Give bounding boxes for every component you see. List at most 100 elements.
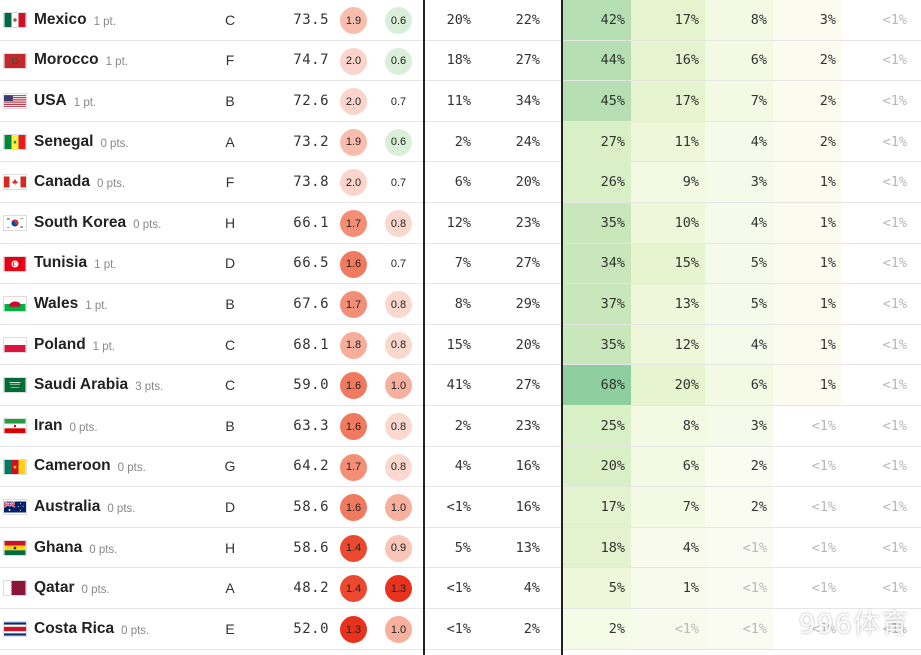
probability-c5: 6%	[750, 52, 767, 69]
team-name[interactable]: Iran 0 pts.	[34, 406, 98, 446]
cell-shade	[773, 446, 842, 487]
offense-rating: 1.9	[340, 7, 367, 34]
cell-shade	[773, 203, 842, 243]
cell-shade	[631, 324, 705, 365]
spi-rating: 73.8	[293, 174, 329, 191]
probability-c2: 24%	[515, 133, 540, 150]
team-name[interactable]: Senegal 0 pts.	[34, 122, 129, 162]
defense-rating: 0.6	[385, 7, 412, 34]
spi-rating: 58.6	[293, 539, 329, 556]
offense-rating: 1.6	[340, 250, 367, 278]
probability-c4: 11%	[674, 133, 699, 150]
defense-rating: 0.8	[385, 210, 412, 237]
team-name[interactable]: Ghana 0 pts.	[34, 528, 117, 568]
cell-shade	[631, 243, 705, 284]
defense-rating: 0.7	[385, 88, 412, 116]
cell-shade	[563, 284, 631, 324]
probability-c7: <1%	[882, 580, 907, 597]
morocco-flag-icon	[3, 52, 27, 69]
cell-shade	[705, 162, 773, 202]
table-row: Iran 0 pts. B 63.3 1.6 0.8 2% 23% 25% 8% 3% <1% <1%	[0, 406, 921, 447]
probability-c6: <1%	[811, 417, 836, 434]
team-name[interactable]: Morocco 1 pt.	[34, 41, 128, 81]
team-label: South Korea	[34, 213, 127, 231]
probability-c6: <1%	[811, 458, 836, 475]
saudi-flag-icon	[3, 377, 27, 394]
cell-shade	[563, 121, 631, 162]
cell-shade	[773, 527, 842, 568]
probability-c5: <1%	[742, 580, 767, 597]
cell-shade	[631, 203, 705, 243]
team-name[interactable]: Saudi Arabia 3 pts.	[34, 365, 163, 405]
defense-rating: 0.7	[385, 250, 412, 278]
probability-c5: 7%	[750, 92, 767, 109]
spi-rating: 73.5	[293, 11, 329, 28]
cell-shade	[563, 446, 631, 487]
cell-shade	[563, 487, 631, 527]
probability-c2: 27%	[515, 52, 540, 69]
probability-c4: 17%	[674, 92, 699, 109]
team-points: 1 pt.	[85, 299, 108, 312]
probability-c3: 44%	[600, 52, 625, 69]
probability-c7: <1%	[882, 417, 907, 434]
group-letter: C	[224, 336, 236, 353]
probability-c4: 1%	[682, 580, 699, 597]
probability-c4: 12%	[674, 336, 699, 353]
team-name[interactable]: USA 1 pt.	[34, 81, 96, 121]
poland-flag-icon	[3, 336, 27, 353]
defense-rating: 1.0	[385, 616, 412, 643]
probability-c6: 1%	[819, 174, 836, 191]
probability-c6: 1%	[819, 255, 836, 272]
team-name[interactable]: South Korea 0 pts.	[34, 203, 161, 243]
team-label: Poland	[34, 335, 86, 353]
probability-c6: 2%	[819, 52, 836, 69]
cell-shade	[631, 0, 705, 40]
probability-c3: 27%	[600, 133, 625, 150]
table-row: Ghana 0 pts. H 58.6 1.4 0.9 5% 13% 18% 4% <1% <1% <1…	[0, 527, 921, 569]
probability-c2: 4%	[523, 580, 540, 597]
group-letter: G	[224, 458, 236, 475]
team-name[interactable]: Qatar 0 pts.	[34, 568, 110, 608]
team-label: Qatar	[34, 579, 75, 597]
defense-rating: 0.7	[385, 169, 412, 197]
costarica-flag-icon	[3, 621, 27, 637]
canada-flag-icon	[3, 174, 27, 191]
team-name[interactable]: Poland 1 pt.	[34, 325, 115, 365]
team-name[interactable]: Costa Rica 0 pts.	[34, 609, 149, 649]
group-letter: C	[224, 11, 236, 28]
probability-c4: 13%	[674, 295, 699, 312]
probability-c1: 6%	[454, 174, 471, 191]
probability-c1: <1%	[446, 498, 471, 515]
probability-c7: <1%	[882, 92, 907, 109]
spi-rating: 72.6	[293, 92, 329, 109]
spi-rating: 67.6	[293, 295, 329, 312]
probability-c1: 15%	[446, 336, 471, 353]
group-letter: A	[225, 133, 235, 150]
offense-rating: 2.0	[340, 47, 367, 75]
probability-c4: <1%	[674, 620, 699, 637]
team-name[interactable]: Mexico 1 pt.	[34, 0, 116, 40]
cell-shade	[631, 162, 705, 202]
ghana-flag-icon	[3, 539, 27, 556]
probability-c3: 35%	[600, 336, 625, 353]
defense-rating: 0.8	[385, 413, 412, 440]
defense-rating: 0.8	[385, 331, 412, 359]
team-name[interactable]: Tunisia 1 pt.	[34, 244, 117, 284]
probability-c4: 16%	[674, 52, 699, 69]
probability-c7: <1%	[882, 539, 907, 556]
cell-shade	[631, 121, 705, 162]
probability-c4: 4%	[682, 539, 699, 556]
probability-c6: 1%	[819, 336, 836, 353]
probability-c2: 13%	[515, 539, 540, 556]
probability-c5: 4%	[750, 336, 767, 353]
team-name[interactable]: Cameroon 0 pts.	[34, 447, 146, 487]
iran-flag-icon	[3, 418, 27, 434]
cell-shade	[773, 243, 842, 284]
team-name[interactable]: Australia 0 pts.	[34, 487, 135, 527]
probability-c7: <1%	[882, 174, 907, 191]
team-name[interactable]: Canada 0 pts.	[34, 162, 125, 202]
group-letter: E	[225, 620, 235, 637]
team-name[interactable]: Wales 1 pt.	[34, 284, 108, 324]
team-points: 0 pts.	[117, 462, 146, 475]
senegal-flag-icon	[3, 133, 27, 150]
